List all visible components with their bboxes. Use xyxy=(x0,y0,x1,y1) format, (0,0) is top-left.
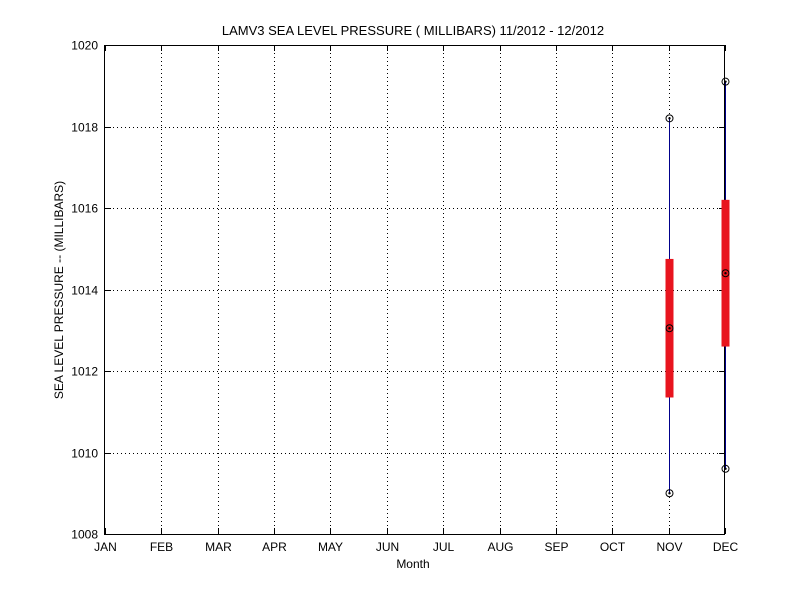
max-marker-dot xyxy=(668,117,671,120)
y-tick-label: 1010 xyxy=(71,447,98,461)
x-tick-label: AUG xyxy=(487,540,513,554)
median-marker-dot xyxy=(668,327,671,330)
x-tick-label: DEC xyxy=(713,540,739,554)
y-tick-label: 1014 xyxy=(71,284,98,298)
y-tick-label: 1008 xyxy=(71,528,98,542)
y-axis-label: SEA LEVEL PRESSURE -- (MILLIBARS) xyxy=(52,181,66,399)
y-tick-label: 1020 xyxy=(71,39,98,53)
x-tick-label: APR xyxy=(262,540,287,554)
max-marker-dot xyxy=(724,80,727,83)
y-tick-label: 1012 xyxy=(71,365,98,379)
x-tick-label: FEB xyxy=(150,540,173,554)
min-marker xyxy=(665,489,674,498)
grid-lines xyxy=(105,45,725,534)
chart-title: LAMV3 SEA LEVEL PRESSURE ( MILLIBARS) 11… xyxy=(222,23,604,38)
x-tick-label: OCT xyxy=(600,540,626,554)
min-marker xyxy=(721,464,730,473)
y-tick-label: 1018 xyxy=(71,121,98,135)
x-axis: JAN FEB MAR APR MAY JUN JUL AUG SEP OCT NOV DEC xyxy=(94,45,738,554)
x-tick-label: NOV xyxy=(656,540,682,554)
median-marker xyxy=(665,324,674,333)
y-tick-label: 1016 xyxy=(71,202,98,216)
x-axis-label: Month xyxy=(396,557,429,571)
min-marker-dot xyxy=(724,467,727,470)
min-marker-dot xyxy=(668,492,671,495)
median-marker xyxy=(721,269,730,278)
box-nov xyxy=(665,114,674,498)
x-tick-label: MAR xyxy=(205,540,232,554)
x-tick-label: JUN xyxy=(376,540,399,554)
x-tick-label: SEP xyxy=(544,540,568,554)
box-dec xyxy=(721,77,730,473)
max-marker xyxy=(665,114,674,123)
box-series xyxy=(665,77,730,498)
x-tick-label: JAN xyxy=(94,540,117,554)
max-marker xyxy=(721,77,730,86)
x-tick-label: JUL xyxy=(433,540,455,554)
x-tick-label: MAY xyxy=(318,540,343,554)
median-marker-dot xyxy=(724,272,727,275)
